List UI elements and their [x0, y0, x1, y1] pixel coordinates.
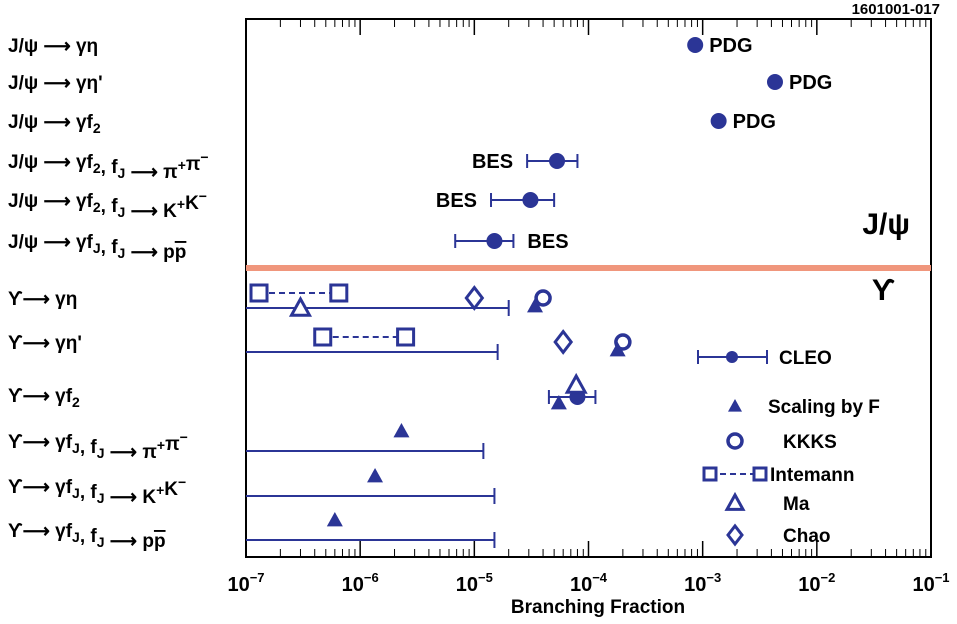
x-tick-label: 10−4: [570, 570, 608, 596]
legend-chao-marker: [726, 523, 744, 547]
x-tick-label: 10−6: [342, 570, 379, 596]
chao-marker: [464, 285, 485, 311]
row-label: J/ψ ⟶ γη': [8, 73, 103, 94]
intemann-marker: [329, 283, 349, 303]
ma-marker: [564, 372, 588, 394]
legend-label: Ma: [783, 494, 810, 515]
legend-label: Scaling by F: [768, 397, 880, 418]
scaling-marker: [527, 298, 544, 313]
legend-label: Chao: [783, 526, 831, 547]
section-label-upsilon: ϒ: [872, 274, 895, 307]
legend-scaling-marker: [728, 399, 742, 412]
x-tick-label: 10−3: [684, 570, 721, 596]
jpsi-measurement-point: [486, 233, 503, 249]
jpsi-measurement-point: [766, 74, 783, 90]
row-label: ϒ⟶ γf2: [8, 386, 80, 410]
section-labels: J/ψ ϒ: [862, 208, 910, 307]
legend-label: KKKS: [783, 432, 837, 453]
source-label: PDG: [789, 72, 832, 94]
intemann-marker: [396, 327, 416, 347]
x-tick-label: 10−5: [456, 570, 493, 596]
legend-intemann-marker: [752, 466, 768, 482]
scaling-marker: [550, 395, 567, 410]
row-label: ϒ⟶ γfJ, fJ ⟶ K+K−: [8, 474, 186, 508]
row-label: ϒ⟶ γη': [8, 333, 82, 354]
row-label: J/ψ ⟶ γf2, fJ ⟶ K+K−: [8, 188, 207, 222]
legend-label: Intemann: [770, 465, 854, 486]
figure-id: 1601001-017: [852, 1, 940, 18]
legend-ma-marker: [724, 491, 746, 511]
x-axis-ticks: [245, 19, 932, 557]
source-label: PDG: [709, 35, 752, 57]
row-label: J/ψ ⟶ γfJ, fJ ⟶ pp: [8, 232, 186, 263]
data-marks: PDG PDG PDG BES BES BES: [246, 35, 832, 548]
jpsi-measurement-point: [549, 153, 566, 169]
legend-label: CLEO: [779, 348, 832, 369]
row-label: ϒ⟶ γfJ, fJ ⟶ pp: [8, 521, 166, 552]
x-tick-label: 10−7: [227, 570, 264, 596]
legend: CLEO Scaling by F KKKS Intemann Ma Chao: [697, 348, 880, 547]
scaling-marker: [367, 468, 384, 483]
x-axis-tick-labels: 10−7 10−6 10−5 10−4 10−3 10−2 10−1: [227, 570, 949, 596]
row-label: J/ψ ⟶ γη: [8, 36, 98, 57]
x-tick-label: 10−1: [912, 570, 949, 596]
intemann-marker: [249, 283, 269, 303]
ma-marker: [288, 295, 313, 317]
scaling-marker: [393, 423, 410, 438]
scaling-marker: [609, 342, 626, 357]
legend-intemann-marker: [702, 466, 718, 482]
kkks-marker: [534, 289, 552, 307]
source-label: BES: [527, 231, 568, 253]
source-label: BES: [436, 190, 477, 212]
scaling-marker: [326, 512, 343, 527]
row-labels: J/ψ ⟶ γη J/ψ ⟶ γη' J/ψ ⟶ γf2 J/ψ ⟶ γf2, fJ …: [8, 36, 209, 552]
row-label: ϒ⟶ γfJ, fJ ⟶ π+π−: [8, 429, 188, 463]
row-label: J/ψ ⟶ γf2: [8, 112, 101, 136]
row-label: J/ψ ⟶ γf2, fJ ⟶ π+π−: [8, 149, 209, 183]
legend-kkks-marker: [726, 432, 744, 450]
jpsi-measurement-point: [522, 192, 539, 208]
jpsi-measurement-point: [687, 37, 704, 53]
x-tick-label: 10−2: [798, 570, 835, 596]
source-label: BES: [472, 151, 513, 173]
row-label: ϒ⟶ γη: [8, 289, 77, 310]
x-axis-label: Branching Fraction: [511, 597, 685, 618]
legend-cleo-marker: [726, 351, 738, 363]
source-label: PDG: [733, 111, 776, 133]
section-label-jpsi: J/ψ: [862, 208, 910, 241]
chao-marker: [553, 329, 574, 355]
intemann-marker: [313, 327, 333, 347]
jpsi-measurement-point: [710, 113, 727, 129]
